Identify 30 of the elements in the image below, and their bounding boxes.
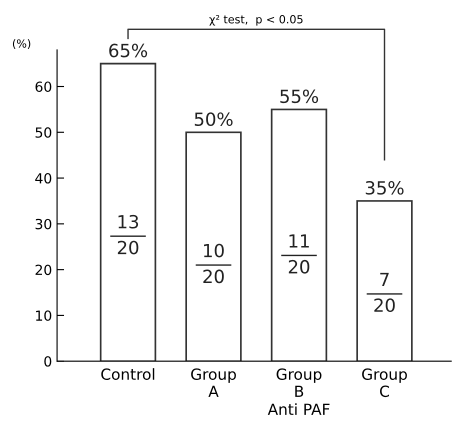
- data-label: 35%: [366, 181, 404, 195]
- y-tick-label: 30: [36, 218, 52, 230]
- annotation: 20: [118, 240, 138, 254]
- bar: [356, 200, 413, 362]
- y-tick-label: 0: [44, 356, 52, 367]
- y-tick-label: 20: [36, 264, 52, 276]
- x-axis-title: Anti PAF: [268, 403, 330, 415]
- data-label: 50%: [194, 112, 233, 126]
- annotation: 20: [374, 298, 395, 312]
- annotation: 7: [380, 272, 389, 286]
- x-tick-label: Control: [101, 368, 154, 380]
- x-tick-label: Group C: [362, 368, 407, 398]
- annotation: 20: [203, 270, 224, 284]
- y-tick-label: 60: [36, 81, 52, 92]
- data-label: 55%: [280, 89, 318, 104]
- y-tick-label: 10: [36, 310, 52, 321]
- bar: [185, 131, 242, 362]
- annotation: 20: [288, 260, 310, 274]
- y-tick-label: 50: [36, 127, 52, 138]
- data-label: 65%: [109, 44, 148, 58]
- x-tick-label: Group A: [191, 368, 236, 397]
- x-tick-label: Group B: [276, 368, 322, 397]
- y-tick-label: 40: [35, 173, 52, 184]
- annotation: 13: [118, 214, 138, 229]
- bar: [270, 108, 328, 362]
- text: χ² test, p < 0.05: [209, 15, 303, 26]
- bar: [100, 62, 156, 362]
- annotation: 11: [290, 234, 309, 248]
- annotation: 10: [204, 244, 224, 258]
- y-axis-title: (%): [12, 39, 30, 50]
